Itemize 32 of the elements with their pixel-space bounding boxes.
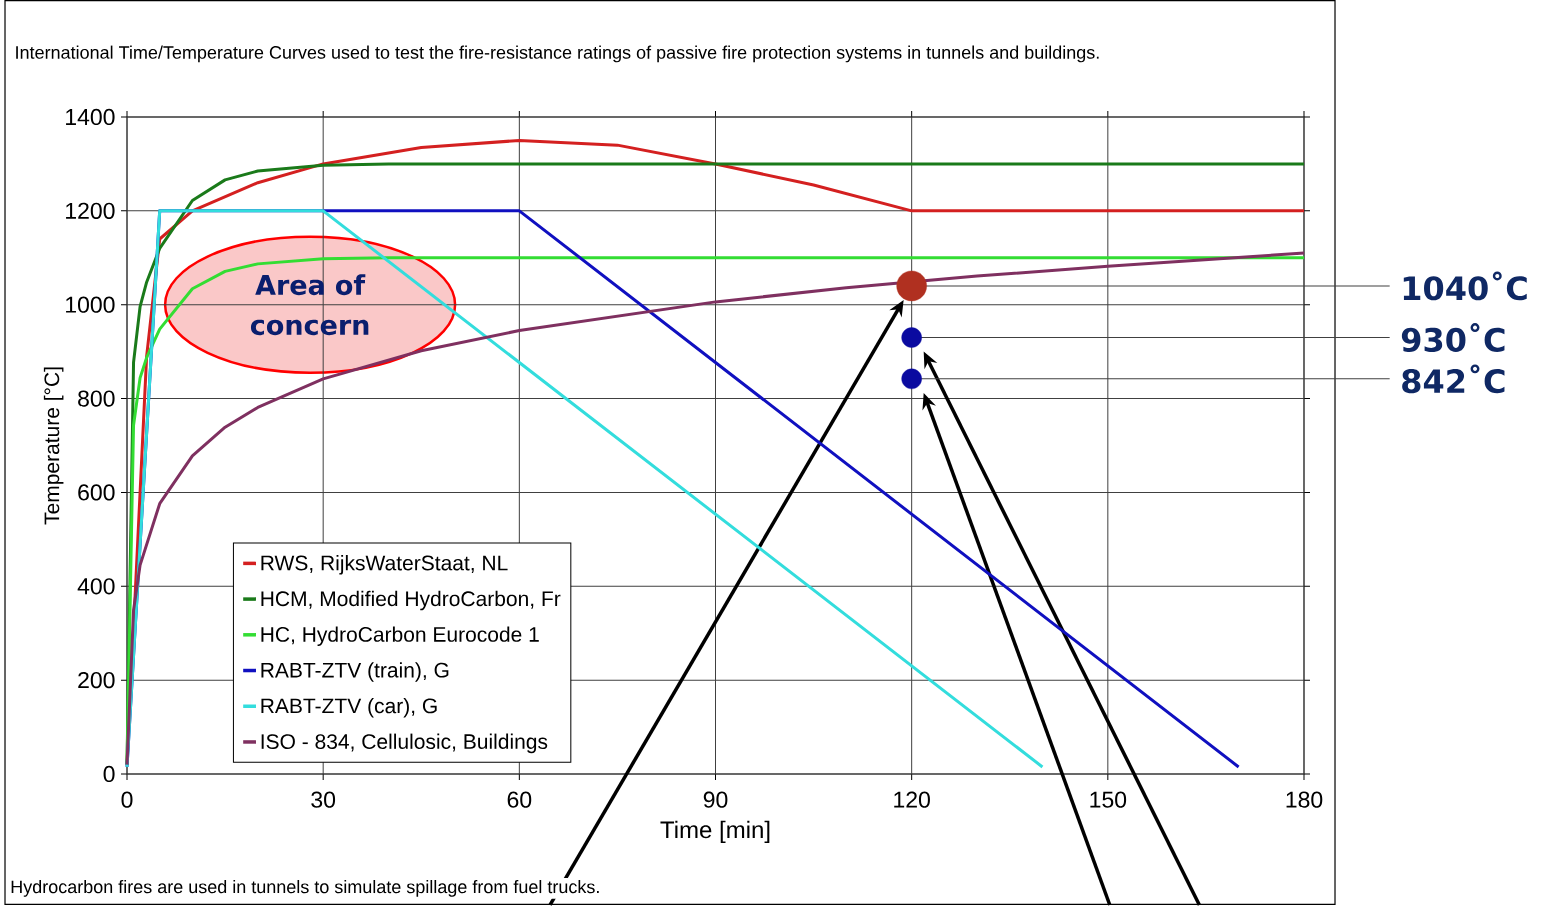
point [896,270,927,302]
legend-label: HC, HydroCarbon Eurocode 1 [261,626,539,647]
y-axis-title: Temperature [°C] [43,367,64,525]
y-tick-label: 600 [78,484,115,501]
legend-label: RWS, RijksWaterStaat, NL [261,555,508,575]
x-tick-label: 150 [1090,791,1127,808]
x-axis-title: Time [min] [660,820,770,844]
y-tick-label: 800 [78,390,115,407]
chart-title: International Time/Temperature Curves used to test the fire-resistance ratings of passive fire protection systems in tunnels and buildings. [16,45,1099,63]
y-tick-label: 1000 [66,296,115,313]
legend-label: ISO - 834, Cellulosic, Buildings [261,733,548,754]
x-tick-label: 90 [703,791,728,808]
legend-label: HCM, Modified HydroCarbon, Fr [261,590,561,611]
x-tick-label: 120 [894,791,930,808]
y-tick-label: 1400 [66,108,115,126]
point [901,327,922,348]
y-tick-label: 0 [103,765,115,783]
data-label: 842˚C [1402,364,1505,394]
x-tick-label: 180 [1286,791,1323,808]
legend-label: RABT-ZTV (train), G [261,662,449,682]
legend-label: RABT-ZTV (car), G [261,698,437,718]
x-tick-label: 60 [507,791,532,808]
point [901,368,922,390]
y-tick-label: 200 [78,672,115,689]
y-tick-label: 1200 [66,202,115,220]
x-tick-label: 0 [121,791,133,808]
data-label: 930˚C [1401,323,1505,353]
annotation: Area of concern [250,274,369,336]
x-tick-label: 30 [311,791,336,808]
y-tick-label: 400 [77,578,115,595]
data-label: 1040˚C [1403,271,1527,301]
text: Hydrocarbon fires are used in tunnels to simulate spillage from fuel trucks. [11,880,599,897]
